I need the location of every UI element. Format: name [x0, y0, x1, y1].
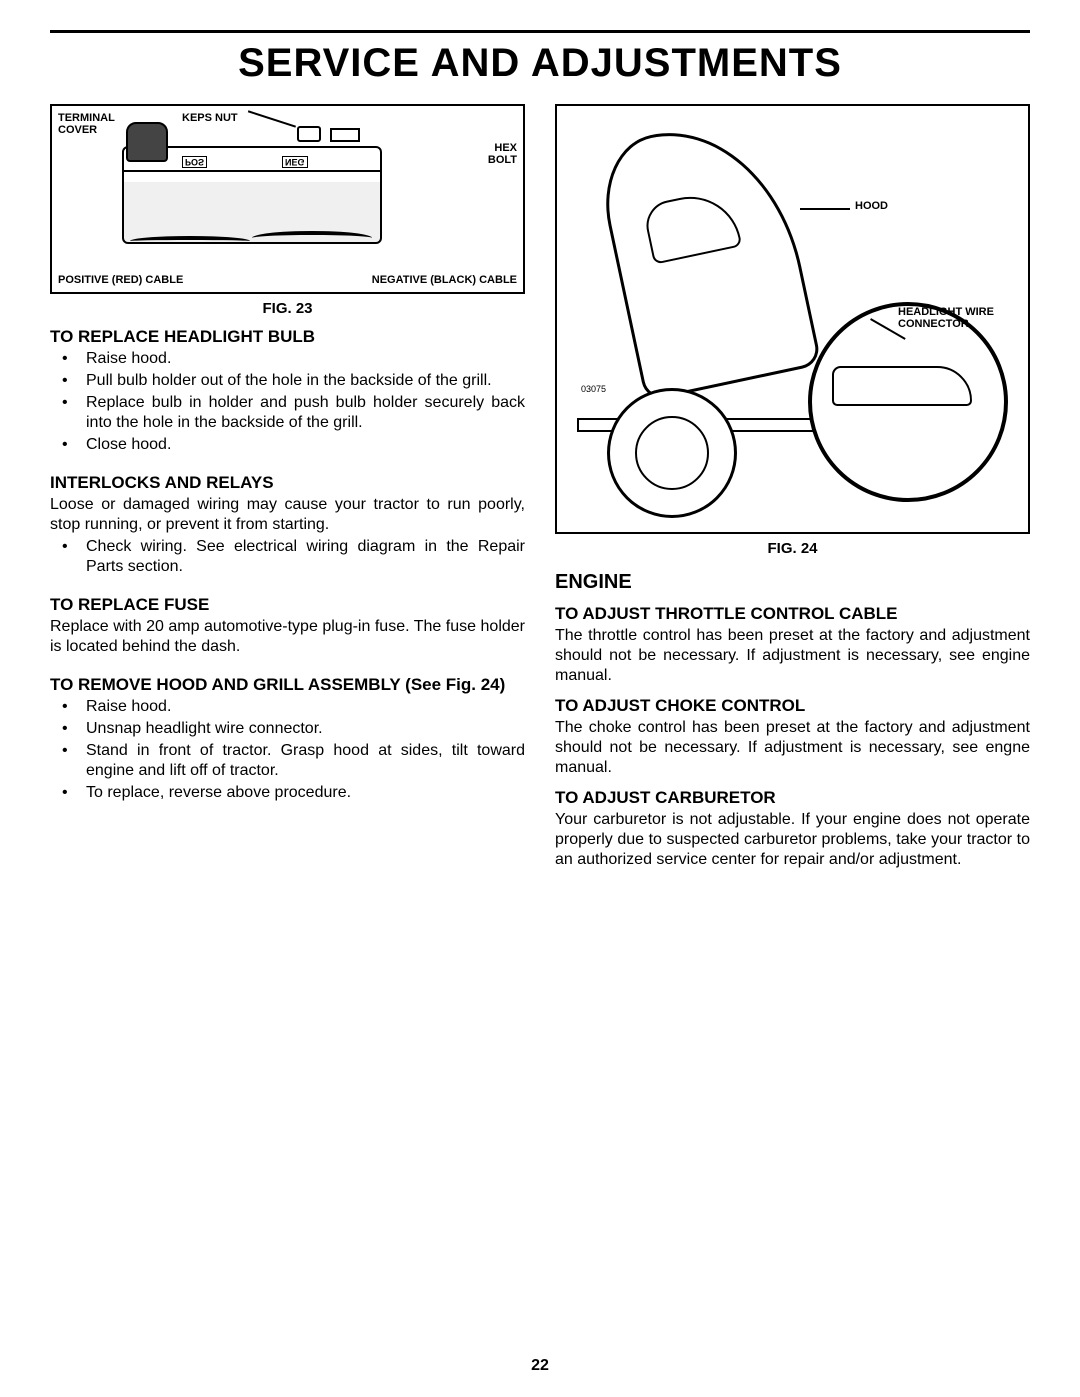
- list-interlocks: Check wiring. See electrical wiring diag…: [50, 537, 525, 577]
- fig24-code: 03075: [581, 384, 606, 394]
- rule-top: [50, 30, 1030, 33]
- label-positive-cable: POSITIVE (RED) CABLE: [58, 274, 183, 286]
- heading-engine: ENGINE: [555, 571, 1030, 594]
- fig23-caption: FIG. 23: [50, 300, 525, 317]
- heading-replace-headlight: TO REPLACE HEADLIGHT BULB: [50, 327, 525, 347]
- content-columns: POS NEG TERMINAL COVER KEPS NUT HEX BOLT…: [50, 104, 1030, 870]
- para-throttle: The throttle control has been preset at …: [555, 626, 1030, 686]
- list-item: Raise hood.: [50, 349, 525, 369]
- wheel-inner-shape: [635, 416, 709, 490]
- label-negative-cable: NEGATIVE (BLACK) CABLE: [372, 274, 517, 286]
- para-replace-fuse: Replace with 20 amp automotive-type plug…: [50, 617, 525, 657]
- heading-throttle: TO ADJUST THROTTLE CONTROL CABLE: [555, 604, 1030, 624]
- heading-remove-hood: TO REMOVE HOOD AND GRILL ASSEMBLY (See F…: [50, 675, 525, 695]
- para-choke: The choke control has been preset at the…: [555, 718, 1030, 778]
- fig24-caption: FIG. 24: [555, 540, 1030, 557]
- list-remove-hood: Raise hood. Unsnap headlight wire connec…: [50, 697, 525, 803]
- negative-cable-shape: [252, 231, 372, 245]
- label-terminal-cover: TERMINAL COVER: [58, 112, 128, 136]
- label-headlight-wire: HEADLIGHT WIRE CONNECTOR: [898, 306, 1008, 330]
- detail-circle: [808, 302, 1008, 502]
- list-item: To replace, reverse above procedure.: [50, 783, 525, 803]
- label-keps-nut: KEPS NUT: [182, 112, 238, 124]
- figure-23: POS NEG TERMINAL COVER KEPS NUT HEX BOLT…: [50, 104, 525, 294]
- label-hex-bolt: HEX BOLT: [477, 142, 517, 166]
- heading-replace-fuse: TO REPLACE FUSE: [50, 595, 525, 615]
- label-hood: HOOD: [855, 200, 888, 212]
- list-item: Pull bulb holder out of the hole in the …: [50, 371, 525, 391]
- pos-tag: POS: [182, 156, 207, 168]
- list-item: Check wiring. See electrical wiring diag…: [50, 537, 525, 577]
- para-interlocks: Loose or damaged wiring may cause your t…: [50, 495, 525, 535]
- list-item: Stand in front of tractor. Grasp hood at…: [50, 741, 525, 781]
- list-replace-headlight: Raise hood. Pull bulb holder out of the …: [50, 349, 525, 455]
- list-item: Raise hood.: [50, 697, 525, 717]
- hood-shape: [592, 110, 822, 402]
- terminal-cover-shape: [126, 122, 168, 162]
- leader-keps: [248, 110, 296, 127]
- leader-hood: [800, 208, 850, 210]
- figure-24: 03075 HOOD HEADLIGHT WIRE CONNECTOR: [555, 104, 1030, 534]
- heading-choke: TO ADJUST CHOKE CONTROL: [555, 696, 1030, 716]
- positive-cable-shape: [130, 236, 250, 246]
- list-item: Replace bulb in holder and push bulb hol…: [50, 393, 525, 433]
- list-item: Unsnap headlight wire connector.: [50, 719, 525, 739]
- right-column: 03075 HOOD HEADLIGHT WIRE CONNECTOR FIG.…: [555, 104, 1030, 870]
- para-carburetor: Your carburetor is not adjustable. If yo…: [555, 810, 1030, 870]
- neg-tag: NEG: [282, 156, 308, 168]
- left-column: POS NEG TERMINAL COVER KEPS NUT HEX BOLT…: [50, 104, 525, 870]
- heading-interlocks: INTERLOCKS AND RELAYS: [50, 473, 525, 493]
- list-item: Close hood.: [50, 435, 525, 455]
- heading-carburetor: TO ADJUST CARBURETOR: [555, 788, 1030, 808]
- keps-nut-shape: [297, 126, 321, 142]
- page-number: 22: [0, 1357, 1080, 1375]
- detail-connector-shape: [832, 366, 972, 406]
- hex-bolt-shape: [330, 128, 360, 142]
- page-title: SERVICE AND ADJUSTMENTS: [50, 41, 1030, 86]
